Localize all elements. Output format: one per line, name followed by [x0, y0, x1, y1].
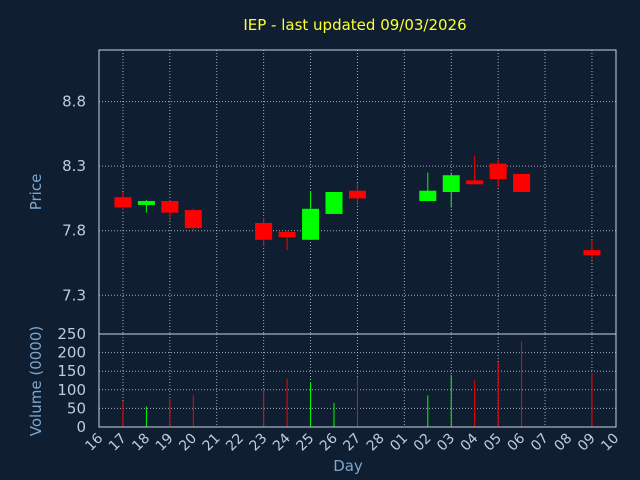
price-tick-label: 7.8: [62, 222, 86, 240]
candle: [489, 159, 507, 187]
candle: [278, 230, 296, 251]
volume-tick-label: 100: [57, 381, 86, 399]
candle-body: [255, 222, 273, 240]
volume-bar-series: [122, 341, 593, 427]
candle-body: [302, 208, 320, 240]
day-tick-label: 08: [551, 431, 575, 455]
candle: [348, 182, 366, 205]
candle-body: [184, 210, 202, 229]
day-tick-label: 21: [200, 431, 224, 455]
candle: [466, 155, 484, 185]
day-tick-label: 16: [82, 430, 106, 454]
day-tick-label: 07: [528, 431, 552, 455]
price-tick-label: 8.3: [62, 157, 86, 175]
candle: [114, 192, 132, 211]
day-tick-label: 03: [434, 431, 458, 455]
candle-body: [466, 180, 484, 185]
candle-body: [348, 190, 366, 199]
candle-body: [114, 197, 132, 208]
day-tick-label: 02: [411, 431, 435, 455]
candle-body: [325, 192, 343, 214]
day-tick-label: 28: [364, 431, 388, 455]
candle: [161, 199, 179, 221]
chart-title: IEP - last updated 09/03/2026: [243, 16, 466, 34]
day-tick-label: 09: [575, 431, 599, 455]
candle-body: [442, 175, 460, 192]
day-tick-label: 04: [458, 430, 482, 454]
day-x-ticks: 16 17 18 19 20 21 22 23 24 25 26 27 28 01 02 03 04 05 06 07…: [82, 430, 622, 454]
candle-body: [137, 201, 155, 205]
candlestick-series: [114, 155, 601, 260]
volume-tick-label: 0: [76, 418, 86, 436]
volume-axis-label: Volume (0000): [27, 326, 45, 436]
volume-tick-label: 50: [67, 399, 86, 417]
day-tick-label: 10: [598, 431, 622, 455]
volume-tick-label: 200: [57, 344, 86, 362]
candle: [137, 199, 155, 213]
candle: [302, 192, 320, 240]
candle-body: [161, 201, 179, 213]
day-tick-label: 18: [129, 431, 153, 455]
day-tick-label: 27: [340, 431, 364, 455]
day-tick-label: 26: [317, 430, 341, 454]
price-y-ticks: 7.3 7.8 8.3 8.8: [62, 93, 86, 305]
volume-tick-label: 150: [57, 362, 86, 380]
candle-body: [419, 190, 437, 202]
price-tick-label: 8.8: [62, 93, 86, 111]
day-tick-label: 25: [293, 431, 317, 455]
candle: [442, 172, 460, 208]
price-tick-label: 7.3: [62, 286, 86, 304]
price-axis-label: Price: [27, 174, 45, 211]
day-axis-label: Day: [333, 457, 363, 475]
day-tick-label: 19: [153, 431, 177, 455]
volume-tick-label: 250: [57, 325, 86, 343]
day-tick-label: 24: [270, 430, 294, 454]
day-tick-label: 01: [387, 431, 411, 455]
candle-body: [489, 163, 507, 180]
day-tick-label: 06: [505, 430, 529, 454]
candle: [255, 217, 273, 247]
candle-body: [583, 250, 601, 256]
candle: [513, 173, 531, 192]
candle: [583, 239, 601, 260]
candle: [184, 208, 202, 231]
candle: [419, 172, 437, 202]
day-tick-label: 05: [481, 431, 505, 455]
day-tick-label: 20: [176, 431, 200, 455]
day-tick-label: 23: [247, 431, 271, 455]
candle-body: [278, 232, 296, 238]
candle-body: [513, 173, 531, 192]
candle: [325, 192, 343, 214]
volume-plot-frame: [98, 333, 617, 428]
day-tick-label: 22: [223, 431, 247, 455]
day-tick-label: 17: [106, 431, 130, 455]
